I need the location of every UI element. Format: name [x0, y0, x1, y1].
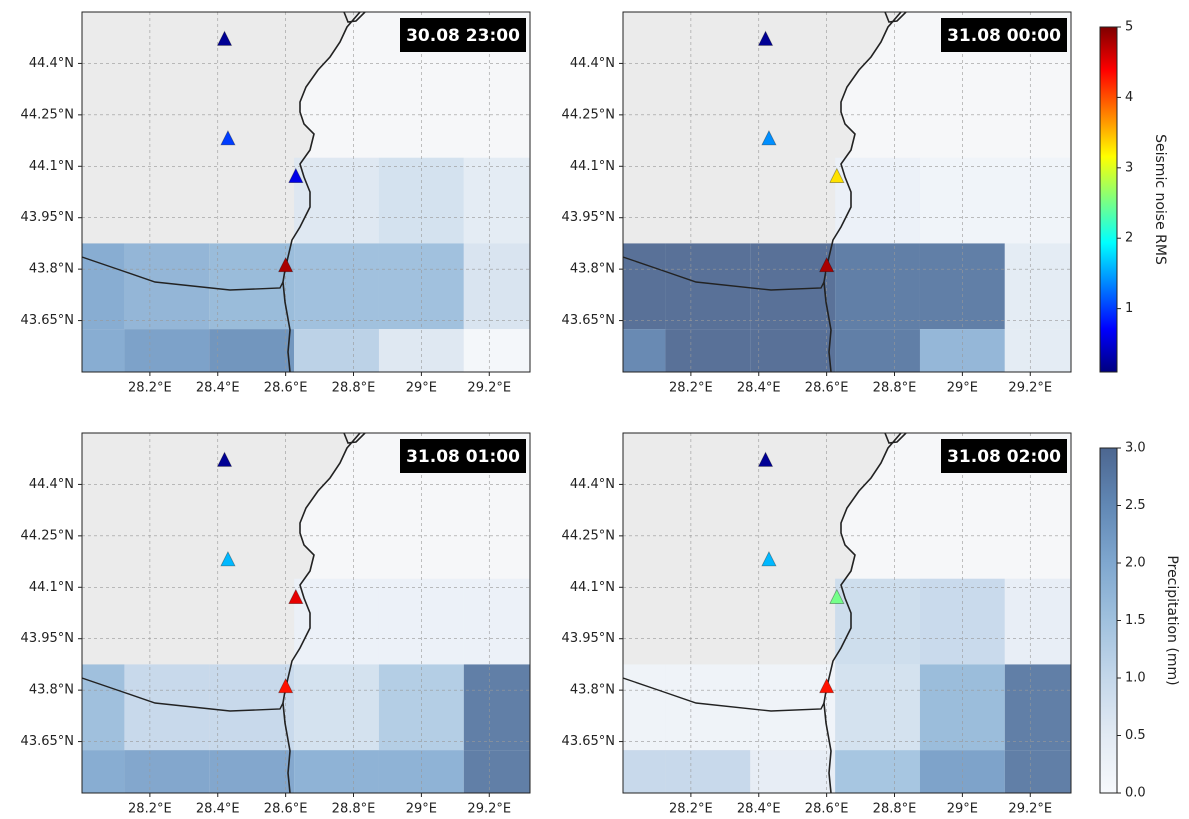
- colorbar-tick-label: 3.0: [1125, 441, 1146, 456]
- y-tick-label: 44.4°N: [570, 477, 615, 492]
- x-tick-label: 29°E: [406, 381, 437, 396]
- y-tick-label: 44.1°N: [570, 580, 615, 595]
- x-tick-label: 28.4°E: [196, 802, 240, 817]
- y-tick-label: 43.65°N: [562, 734, 615, 749]
- x-tick-label: 29.2°E: [467, 381, 511, 396]
- precip-cell: [835, 664, 920, 750]
- precip-cell: [294, 579, 379, 665]
- y-tick-label: 43.95°N: [21, 210, 74, 225]
- x-tick-label: 29.2°E: [467, 802, 511, 817]
- y-tick-label: 44.1°N: [570, 159, 615, 174]
- y-tick-label: 44.25°N: [562, 107, 615, 122]
- y-tick-label: 43.65°N: [21, 313, 74, 328]
- precip-cell: [464, 243, 549, 329]
- precip-cell: [920, 243, 1005, 329]
- x-tick-label: 28.2°E: [669, 802, 713, 817]
- x-tick-label: 28.4°E: [737, 381, 781, 396]
- y-tick-label: 44.4°N: [29, 477, 74, 492]
- x-tick-label: 29°E: [947, 802, 978, 817]
- y-tick-label: 44.25°N: [21, 107, 74, 122]
- x-tick-label: 28.2°E: [128, 381, 172, 396]
- y-tick-label: 43.8°N: [570, 262, 615, 277]
- map-panel: [40, 12, 549, 415]
- precip-cell: [835, 158, 920, 244]
- colorbar-label: Seismic noise RMS: [1152, 134, 1168, 265]
- y-tick-label: 44.25°N: [21, 528, 74, 543]
- x-tick-label: 28.6°E: [805, 381, 849, 396]
- precip-cell: [1005, 158, 1090, 244]
- precip-cell: [464, 664, 549, 750]
- colorbar-tick-label: 4: [1125, 90, 1133, 105]
- colorbar-tick-label: 1: [1125, 301, 1133, 316]
- y-tick-label: 44.4°N: [570, 56, 615, 71]
- y-tick-label: 43.95°N: [21, 631, 74, 646]
- panel-title: 31.08 00:00: [947, 26, 1061, 46]
- x-tick-label: 28.8°E: [332, 381, 376, 396]
- x-tick-label: 28.8°E: [873, 802, 917, 817]
- y-tick-label: 43.95°N: [562, 631, 615, 646]
- precip-cell: [1005, 579, 1090, 665]
- map-panel: [581, 433, 1090, 819]
- colorbar-label: Precipitation (mm): [1164, 555, 1180, 685]
- x-tick-label: 29.2°E: [1008, 802, 1052, 817]
- colorbar: [1100, 448, 1117, 793]
- y-tick-label: 44.25°N: [562, 528, 615, 543]
- colorbar-tick-label: 2.5: [1125, 498, 1146, 513]
- panel-title: 31.08 01:00: [406, 447, 520, 467]
- precip-cell: [835, 243, 920, 329]
- y-tick-label: 43.8°N: [29, 683, 74, 698]
- x-tick-label: 29°E: [406, 802, 437, 817]
- precip-cell: [294, 664, 379, 750]
- y-tick-label: 43.65°N: [21, 734, 74, 749]
- colorbar-tick-label: 2.0: [1125, 556, 1146, 571]
- x-tick-label: 28.6°E: [805, 802, 849, 817]
- colorbar-tick-label: 2: [1125, 231, 1133, 246]
- x-tick-label: 29°E: [947, 381, 978, 396]
- precip-cell: [379, 664, 464, 750]
- precip-cell: [920, 664, 1005, 750]
- x-tick-label: 28.6°E: [264, 802, 308, 817]
- precip-cell: [379, 243, 464, 329]
- map-panel: [581, 12, 1090, 415]
- y-tick-label: 43.8°N: [570, 683, 615, 698]
- x-tick-label: 28.2°E: [128, 802, 172, 817]
- colorbar-tick-label: 0.0: [1125, 786, 1146, 801]
- precip-cell: [294, 158, 379, 244]
- colorbar-tick-label: 1.0: [1125, 671, 1146, 686]
- x-tick-label: 28.8°E: [873, 381, 917, 396]
- precip-cell: [464, 158, 549, 244]
- colorbar-tick-label: 5: [1125, 20, 1133, 35]
- y-tick-label: 44.1°N: [29, 159, 74, 174]
- precip-cell: [464, 579, 549, 665]
- panel-title: 30.08 23:00: [406, 26, 520, 46]
- x-tick-label: 28.4°E: [196, 381, 240, 396]
- y-tick-label: 43.95°N: [562, 210, 615, 225]
- y-tick-label: 43.65°N: [562, 313, 615, 328]
- y-tick-label: 43.8°N: [29, 262, 74, 277]
- y-tick-label: 44.1°N: [29, 580, 74, 595]
- colorbar-tick-label: 3: [1125, 160, 1133, 175]
- map-panel: [40, 433, 549, 819]
- colorbar: [1100, 27, 1117, 372]
- panel-title: 31.08 02:00: [947, 447, 1061, 467]
- precip-cell: [835, 579, 920, 665]
- precip-cell: [294, 243, 379, 329]
- y-tick-label: 44.4°N: [29, 56, 74, 71]
- x-tick-label: 28.6°E: [264, 381, 308, 396]
- precip-cell: [1005, 243, 1090, 329]
- x-tick-label: 29.2°E: [1008, 381, 1052, 396]
- figure: 30.08 23:00 28.2°E 28.4°E 28.6°E 28.8°E 29°E 2…: [0, 0, 1189, 819]
- precip-cell: [1005, 664, 1090, 750]
- colorbar-tick-label: 0.5: [1125, 728, 1146, 743]
- colorbar-tick-label: 1.5: [1125, 613, 1146, 628]
- x-tick-label: 28.8°E: [332, 802, 376, 817]
- x-tick-label: 28.2°E: [669, 381, 713, 396]
- x-tick-label: 28.4°E: [737, 802, 781, 817]
